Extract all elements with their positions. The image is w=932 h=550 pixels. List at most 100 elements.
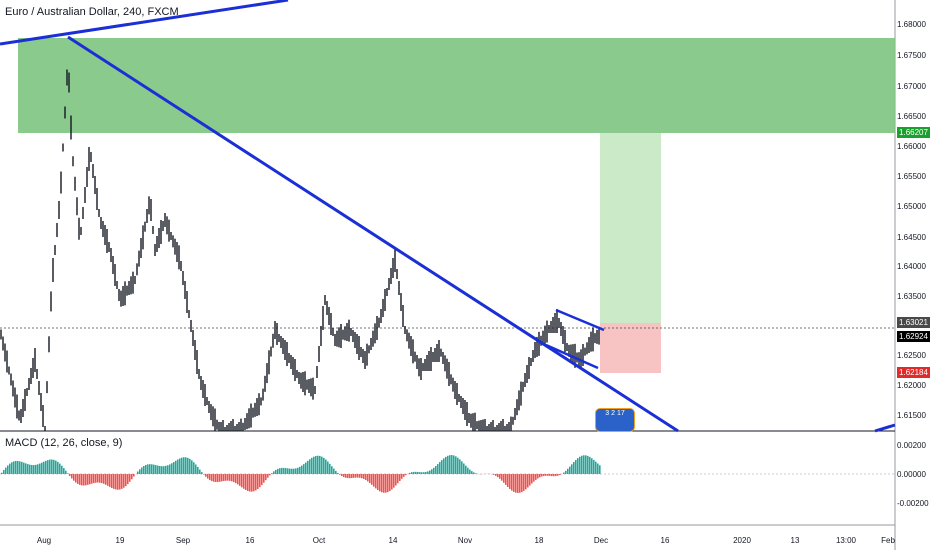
macd-bar (61, 465, 63, 474)
macd-bar (51, 459, 53, 474)
current-price-tag: 1.62924 (897, 331, 930, 342)
macd-bar (263, 474, 265, 483)
macd-bar (583, 455, 585, 474)
target-zone[interactable] (600, 133, 661, 323)
macd-bar (313, 456, 315, 474)
macd-bar (77, 474, 79, 484)
macd-bar (15, 460, 17, 474)
macd-bar (107, 474, 109, 486)
target-price-tag: 1.66207 (897, 127, 930, 138)
macd-bar (133, 474, 135, 477)
macd-bar (503, 474, 505, 483)
price-tick: 1.65500 (897, 172, 926, 181)
macd-bar (545, 474, 547, 476)
macd-bar (589, 456, 591, 474)
macd-bar (265, 474, 267, 481)
event-badge[interactable]: 3 2 17 (595, 408, 635, 432)
macd-bar (397, 474, 399, 484)
flag-upper-line[interactable] (555, 308, 605, 332)
macd-bar (423, 472, 425, 474)
time-tick: 2020 (733, 536, 751, 545)
macd-bar (293, 468, 295, 474)
macd-bar (131, 474, 133, 480)
macd-bar (335, 470, 337, 474)
upper-trend-line[interactable] (0, 0, 289, 46)
entry-price-tag: 1.63021 (897, 317, 930, 328)
macd-bar (411, 472, 413, 474)
macd-bar (141, 467, 143, 474)
macd-bar (421, 472, 423, 474)
time-tick: 19 (115, 536, 125, 545)
macd-bar (295, 468, 297, 474)
macd-bar (547, 474, 549, 476)
macd-bar (467, 467, 469, 474)
macd-bar (343, 474, 345, 478)
macd-bar (375, 474, 377, 489)
macd-bar (347, 474, 349, 479)
macd-bar (353, 474, 355, 478)
macd-bar (269, 474, 271, 476)
resistance-zone[interactable] (18, 38, 895, 133)
macd-bar (595, 461, 597, 474)
macd-bar (303, 464, 305, 474)
time-tick: Feb (881, 536, 895, 545)
macd-bar (25, 463, 27, 474)
macd-bar (1, 472, 3, 474)
macd-bar (115, 474, 117, 490)
macd-bar (569, 466, 571, 474)
macd-bar (311, 457, 313, 474)
macd-bar (129, 474, 131, 482)
macd-bar (99, 474, 101, 483)
chart-title: Euro / Australian Dollar, 240, FXCM (5, 6, 179, 18)
macd-indicator-label[interactable]: MACD (12, 26, close, 9) (5, 437, 123, 449)
macd-bar (591, 458, 593, 474)
price-tick: 1.64000 (897, 262, 926, 271)
right-trend-line-stub[interactable] (874, 423, 896, 433)
macd-bar (565, 470, 567, 474)
stop-price-tag: 1.62184 (897, 367, 930, 378)
macd-bar (59, 463, 61, 474)
macd-bar (257, 474, 259, 489)
price-tick: 1.68000 (897, 20, 926, 29)
macd-bar (55, 460, 57, 474)
time-tick: 16 (660, 536, 670, 545)
macd-bar (371, 474, 373, 485)
stop-zone[interactable] (600, 323, 661, 373)
macd-bar (309, 459, 311, 474)
macd-bar (93, 474, 95, 484)
macd-bar (163, 466, 165, 474)
macd-bar (389, 474, 391, 492)
descending-trend-line[interactable] (67, 35, 679, 433)
macd-bar (521, 474, 523, 493)
macd-bar (377, 474, 379, 491)
macd-bar (361, 474, 363, 479)
time-tick: 14 (388, 536, 398, 545)
macd-bar (451, 455, 453, 474)
macd-tick: 0.00000 (897, 470, 926, 479)
macd-bar (329, 463, 331, 474)
flag-lower-line[interactable] (545, 343, 599, 370)
macd-bar (563, 472, 565, 474)
macd-bar (455, 456, 457, 474)
macd-bar (393, 474, 395, 488)
macd-bar (275, 469, 277, 474)
macd-bar (21, 461, 23, 474)
macd-bar (117, 474, 119, 490)
macd-bar (105, 474, 107, 485)
macd-bar (147, 464, 149, 474)
macd-bar (201, 472, 203, 474)
macd-bar (17, 460, 19, 474)
price-tick: 1.66500 (897, 112, 926, 121)
macd-bar (533, 474, 535, 482)
macd-bar (111, 474, 113, 488)
macd-bar (297, 467, 299, 474)
macd-bar (555, 474, 557, 477)
macd-bar (75, 474, 77, 483)
macd-bar (101, 474, 103, 484)
macd-bar (179, 458, 181, 474)
macd-bar (207, 474, 209, 479)
macd-bar (551, 474, 553, 477)
price-tick: 1.62000 (897, 381, 926, 390)
price-tick: 1.64500 (897, 233, 926, 242)
